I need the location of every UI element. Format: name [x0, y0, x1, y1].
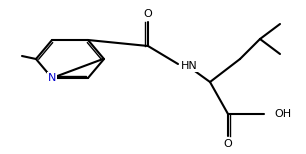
Text: N: N [48, 73, 56, 83]
Text: O: O [224, 139, 232, 149]
Text: OH: OH [274, 109, 291, 119]
Text: O: O [144, 9, 152, 19]
Text: HN: HN [181, 61, 198, 71]
